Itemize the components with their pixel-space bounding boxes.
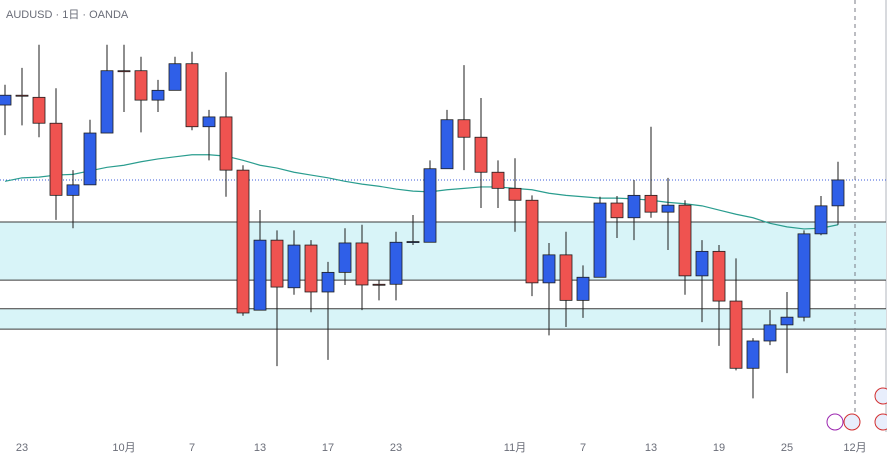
event-icons bbox=[826, 387, 887, 431]
candle-body bbox=[270, 239, 284, 288]
candle-body bbox=[440, 119, 454, 170]
candle-body bbox=[678, 204, 692, 277]
candle-body bbox=[236, 169, 250, 314]
x-tick-label: 23 bbox=[390, 442, 402, 454]
candle-body bbox=[66, 184, 80, 196]
x-tick-label: 12月 bbox=[843, 442, 866, 454]
candle-body bbox=[117, 70, 131, 73]
x-tick-label: 17 bbox=[322, 442, 334, 454]
event-icon bbox=[826, 413, 844, 431]
candle-body bbox=[372, 283, 386, 286]
candle-body bbox=[508, 187, 522, 201]
candle-body bbox=[219, 116, 233, 171]
candle-body bbox=[287, 244, 301, 289]
candle-body bbox=[321, 271, 335, 293]
zone bbox=[0, 308, 886, 330]
candle-body bbox=[610, 202, 624, 219]
candle-body bbox=[763, 324, 777, 342]
candle-body bbox=[185, 63, 199, 128]
x-tick-label: 13 bbox=[645, 442, 657, 454]
candle-body bbox=[0, 94, 12, 106]
moving-average bbox=[4, 154, 839, 230]
candle-body bbox=[168, 63, 182, 91]
candle-body bbox=[32, 96, 46, 124]
candle-body bbox=[83, 132, 97, 186]
candle-body bbox=[712, 250, 726, 302]
candle-body bbox=[661, 204, 675, 213]
candle-body bbox=[15, 94, 29, 97]
candle-body bbox=[593, 202, 607, 278]
candle-body bbox=[355, 242, 369, 286]
x-tick-label: 10月 bbox=[112, 442, 135, 454]
candle-body bbox=[474, 136, 488, 173]
x-tick-label: 13 bbox=[254, 442, 266, 454]
x-tick-label: 7 bbox=[580, 442, 586, 454]
candle-body bbox=[780, 316, 794, 326]
x-tick-label: 25 bbox=[781, 442, 793, 454]
flag-icon bbox=[874, 413, 887, 431]
candle-body bbox=[338, 242, 352, 273]
chart-title: AUDUSD · 1日 · OANDA bbox=[6, 9, 129, 21]
x-tick-label: 23 bbox=[16, 442, 28, 454]
candle-body bbox=[406, 241, 420, 243]
candle-body bbox=[457, 119, 471, 138]
candle-body bbox=[423, 168, 437, 243]
candle-body bbox=[797, 233, 811, 318]
candle-body bbox=[134, 70, 148, 101]
candle-body bbox=[644, 194, 658, 213]
x-tick-label: 7 bbox=[189, 442, 195, 454]
candle-body bbox=[49, 122, 63, 196]
candle-body bbox=[831, 179, 845, 207]
candle-body bbox=[151, 89, 165, 101]
candle-body bbox=[202, 116, 216, 128]
candle-body bbox=[729, 300, 743, 369]
zone bbox=[0, 221, 886, 281]
candle-body bbox=[627, 194, 641, 219]
flag-icon bbox=[874, 387, 887, 405]
x-tick-label: 19 bbox=[713, 442, 725, 454]
candle-body bbox=[542, 254, 556, 284]
candle-body bbox=[525, 199, 539, 284]
candle-body bbox=[304, 244, 318, 293]
candle-body bbox=[491, 171, 505, 189]
candle-body bbox=[100, 70, 114, 134]
candle-body bbox=[695, 250, 709, 277]
candle-body bbox=[746, 340, 760, 369]
x-tick-label: 11月 bbox=[504, 442, 526, 454]
flag-icon bbox=[843, 413, 861, 431]
candle-body bbox=[576, 276, 590, 301]
candle-body bbox=[559, 254, 573, 301]
candle-body bbox=[253, 239, 267, 311]
candle-body bbox=[389, 241, 403, 285]
candle-body bbox=[814, 205, 828, 235]
